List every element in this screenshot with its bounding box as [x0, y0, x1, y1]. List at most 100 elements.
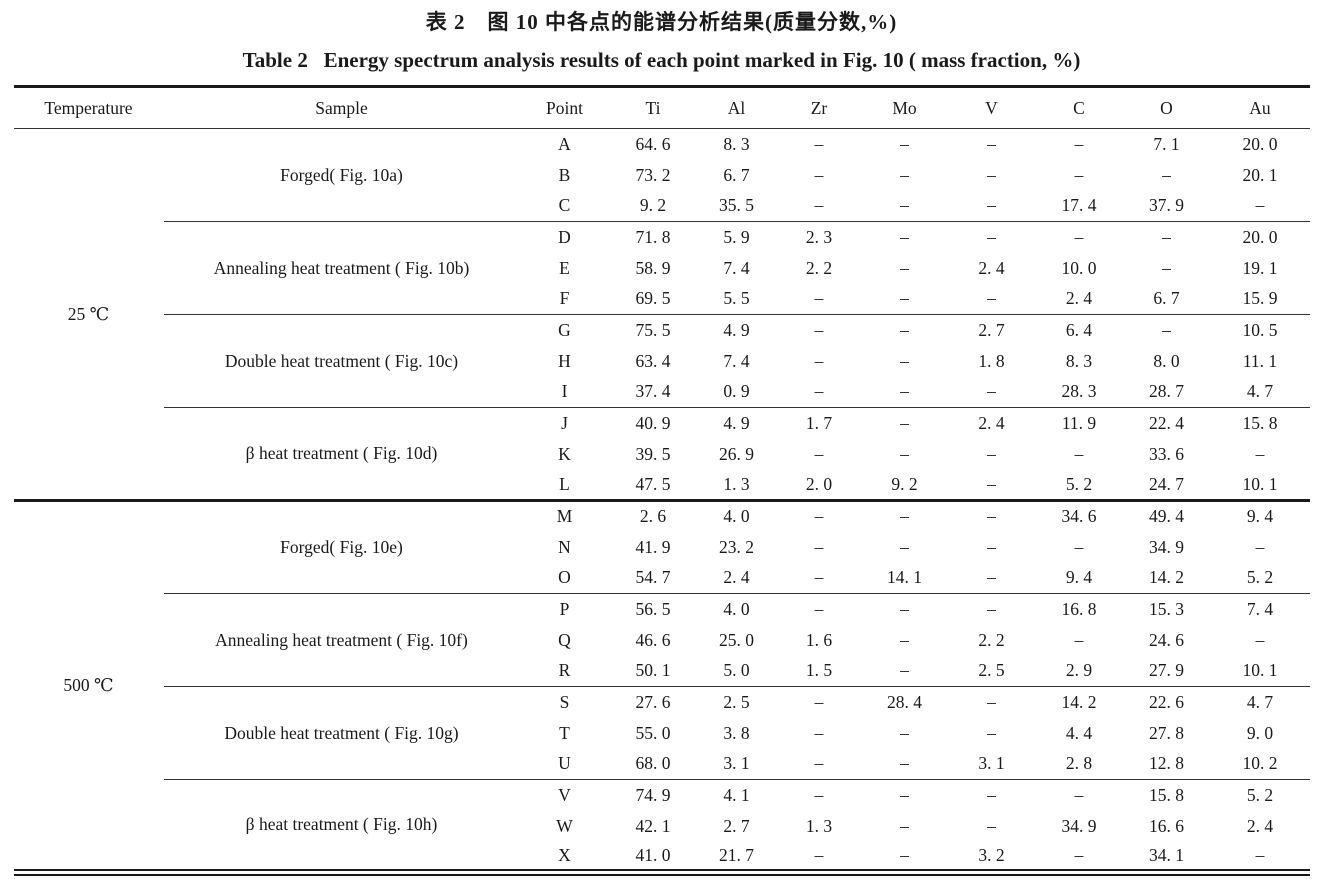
value-cell: 47. 5 — [635, 473, 671, 494]
value-cell: – — [1074, 443, 1084, 464]
table-row: Annealing heat treatment ( Fig. 10b) D 71.… — [14, 221, 1310, 315]
table-row: Q 46. 6 25. 0 1. 6 – 2. 2 – 24. 6 – — [14, 625, 1310, 656]
value-cell: 2. 3 — [776, 221, 862, 253]
value-cell: – — [900, 288, 909, 309]
value-cell: 2. 2 — [805, 257, 833, 278]
value-cell: 1. 7 — [776, 407, 862, 439]
point-cell: Q — [558, 629, 571, 650]
value-cell: 17. 4 — [1061, 195, 1097, 216]
point-cell: G — [519, 314, 610, 346]
col-header-o: O — [1122, 86, 1211, 129]
value-cell: 20. 1 — [1242, 164, 1278, 185]
value-cell: 1. 3 — [805, 815, 833, 836]
value-cell: 8. 0 — [1153, 350, 1180, 371]
value-cell: 25. 0 — [719, 629, 754, 650]
point-cell: W — [556, 815, 573, 836]
value-cell: – — [900, 443, 909, 464]
value-cell: – — [861, 314, 948, 346]
col-header-sample: Sample — [163, 86, 520, 129]
point-cell: T — [559, 722, 570, 743]
value-cell: – — [1074, 133, 1084, 154]
point-cell: S — [519, 686, 610, 718]
value-cell: – — [900, 815, 909, 836]
value-cell: 49. 4 — [1122, 499, 1211, 532]
value-cell: 27. 9 — [1149, 660, 1184, 681]
value-cell: – — [900, 133, 909, 154]
value-cell: 64. 6 — [635, 133, 671, 154]
value-cell: 42. 1 — [635, 815, 671, 836]
table-row: X 41. 0 21. 7 – – 3. 2 – 34. 1 – — [14, 842, 1310, 873]
table-row: E 58. 9 7. 4 2. 2 – 2. 4 10. 0 – 19. 1 — [14, 253, 1310, 284]
value-cell: – — [987, 473, 996, 494]
value-cell: 75. 5 — [609, 314, 697, 346]
value-cell: 4. 7 — [1246, 381, 1274, 402]
value-cell: 34. 9 — [1149, 536, 1184, 557]
value-cell: 2. 5 — [696, 686, 777, 718]
point-cell: R — [558, 660, 571, 681]
value-cell: 27. 6 — [609, 686, 697, 718]
col-header-c: C — [1035, 86, 1123, 129]
sample-cell: β heat treatment ( Fig. 10d) — [163, 407, 520, 501]
sample-cell: Double heat treatment ( Fig. 10g) — [163, 686, 520, 780]
value-cell: – — [900, 195, 909, 216]
value-cell: – — [987, 567, 996, 588]
value-cell: 56. 5 — [609, 593, 697, 625]
sample-cell: β heat treatment ( Fig. 10h) — [163, 779, 520, 873]
value-cell: 73. 2 — [635, 164, 671, 185]
table-row: N 41. 9 23. 2 – – – – 34. 9 – — [14, 532, 1310, 563]
table-row: K 39. 5 26. 9 – – – – 33. 6 – — [14, 439, 1310, 470]
sample-cell: Double heat treatment ( Fig. 10c) — [163, 314, 520, 408]
value-cell: 63. 4 — [635, 350, 671, 371]
value-cell: – — [987, 443, 996, 464]
temperature-cell: 500 ℃ — [13, 499, 164, 873]
value-cell: 15. 8 — [1210, 407, 1310, 439]
value-cell: 4. 0 — [696, 499, 777, 532]
col-header-point: Point — [519, 86, 610, 129]
value-cell: 7. 4 — [723, 350, 750, 371]
value-cell: 28. 4 — [861, 686, 948, 718]
value-cell: 5. 5 — [723, 288, 750, 309]
value-cell: – — [947, 686, 1036, 718]
value-cell: 15. 8 — [1122, 779, 1211, 811]
value-cell: 10. 1 — [1242, 473, 1278, 494]
value-cell: 2. 4 — [947, 407, 1036, 439]
value-cell: 68. 0 — [635, 753, 671, 774]
value-cell: 20. 0 — [1242, 133, 1278, 154]
value-cell: – — [776, 314, 862, 346]
value-cell: – — [776, 499, 862, 532]
value-cell: – — [814, 722, 824, 743]
col-header-au: Au — [1210, 86, 1310, 129]
value-cell: 3. 2 — [978, 844, 1005, 865]
value-cell: 22. 4 — [1122, 407, 1211, 439]
value-cell: 7. 4 — [1210, 593, 1310, 625]
value-cell: 11. 9 — [1035, 407, 1123, 439]
value-cell: 14. 2 — [1035, 686, 1123, 718]
value-cell: – — [987, 722, 996, 743]
point-cell: P — [519, 593, 610, 625]
value-cell: – — [1074, 629, 1084, 650]
value-cell: – — [900, 722, 909, 743]
value-cell: – — [814, 195, 824, 216]
value-cell: 2. 6 — [609, 499, 697, 532]
value-cell: – — [861, 221, 948, 253]
value-cell: 21. 7 — [719, 844, 754, 865]
value-cell: 37. 9 — [1149, 195, 1184, 216]
value-cell: – — [900, 164, 909, 185]
table-row: β heat treatment ( Fig. 10h) V 74. 9 4. 1– –… — [14, 779, 1310, 873]
value-cell: 40. 9 — [609, 407, 697, 439]
value-cell: 69. 5 — [635, 288, 671, 309]
value-cell: – — [1255, 844, 1265, 865]
value-cell: 2. 8 — [1065, 753, 1093, 774]
value-cell: – — [947, 499, 1036, 532]
energy-spectrum-table: Temperature Sample Point Ti Al Zr Mo V C… — [13, 85, 1310, 876]
value-cell: 0. 9 — [723, 381, 750, 402]
point-cell: L — [559, 473, 570, 494]
value-cell: – — [861, 407, 948, 439]
value-cell: 9. 4 — [1065, 567, 1093, 588]
value-cell: – — [814, 381, 824, 402]
table-row: O 54. 7 2. 4 – 14. 1 – 9. 4 14. 2 5. 2 — [14, 563, 1310, 594]
value-cell: – — [900, 257, 909, 278]
value-cell: 34. 9 — [1061, 815, 1097, 836]
value-cell: 50. 1 — [635, 660, 671, 681]
